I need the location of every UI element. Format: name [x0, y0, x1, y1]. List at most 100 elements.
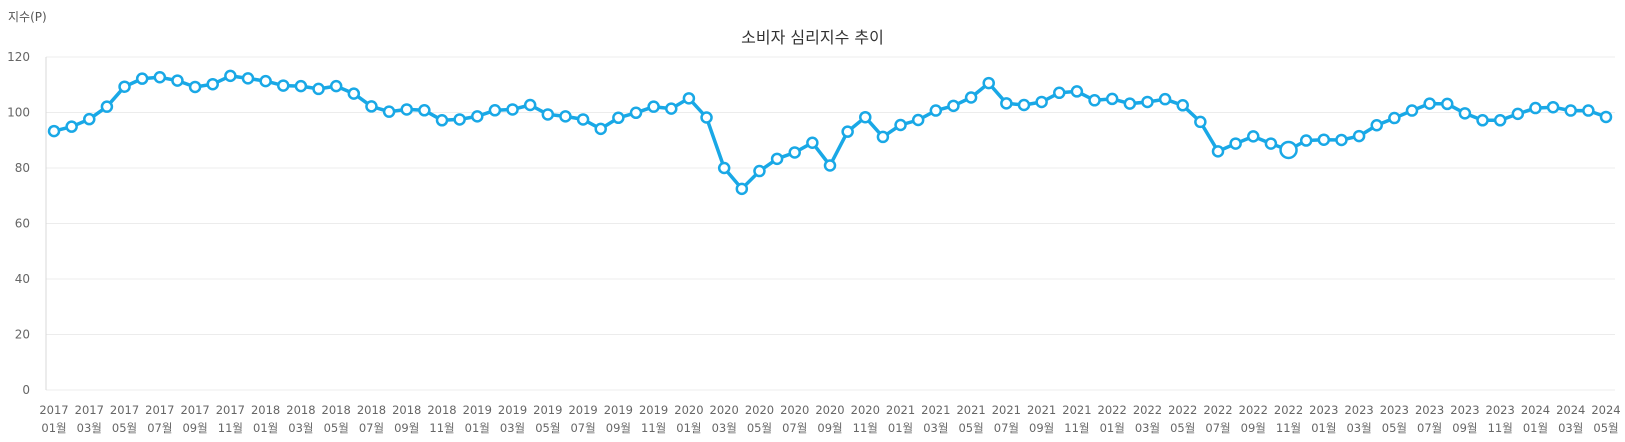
data-point[interactable] — [1599, 110, 1613, 124]
data-point[interactable] — [1299, 134, 1313, 147]
data-point[interactable] — [682, 92, 696, 105]
data-point[interactable] — [1229, 137, 1242, 150]
data-point[interactable] — [100, 100, 114, 113]
data-point[interactable] — [717, 161, 731, 175]
data-point[interactable] — [83, 112, 96, 126]
data-point[interactable] — [1511, 107, 1525, 121]
data-point[interactable] — [1123, 97, 1137, 110]
data-point[interactable] — [118, 80, 131, 93]
data-point[interactable] — [1176, 99, 1189, 112]
data-point[interactable] — [418, 104, 431, 117]
data-point[interactable] — [576, 113, 590, 126]
data-point[interactable] — [294, 79, 308, 93]
x-tick-month: 09월 — [1241, 421, 1266, 435]
data-point[interactable] — [1458, 107, 1472, 120]
data-point[interactable] — [1000, 97, 1013, 110]
data-point[interactable] — [312, 82, 325, 96]
data-point[interactable] — [982, 76, 995, 90]
data-point[interactable] — [400, 103, 413, 116]
data-point[interactable] — [859, 110, 872, 124]
data-point[interactable] — [559, 110, 572, 123]
data-point[interactable] — [1194, 115, 1207, 129]
data-point[interactable] — [788, 146, 801, 159]
data-point[interactable] — [1211, 145, 1225, 158]
data-point[interactable] — [277, 79, 290, 92]
data-point[interactable] — [770, 152, 784, 166]
data-point[interactable] — [365, 100, 378, 113]
data-point[interactable] — [523, 98, 537, 112]
x-tick-year: 2021 — [1062, 403, 1091, 417]
data-point[interactable] — [329, 79, 343, 93]
data-point[interactable] — [65, 120, 78, 133]
data-point[interactable] — [1352, 129, 1366, 143]
data-point[interactable] — [1247, 130, 1260, 143]
data-point[interactable] — [1582, 104, 1595, 117]
data-point[interactable] — [647, 100, 660, 113]
data-point[interactable] — [1423, 97, 1436, 110]
data-point[interactable] — [1279, 140, 1298, 160]
data-point[interactable] — [594, 122, 607, 136]
data-point[interactable] — [453, 113, 466, 126]
data-points[interactable] — [47, 69, 1613, 196]
data-point[interactable] — [1564, 104, 1577, 117]
data-point[interactable] — [911, 113, 925, 127]
x-tick-month: 11월 — [853, 421, 878, 435]
data-point[interactable] — [629, 106, 643, 120]
data-point[interactable] — [259, 74, 272, 88]
data-point[interactable] — [1105, 92, 1119, 106]
data-point[interactable] — [224, 69, 237, 83]
data-point[interactable] — [841, 125, 854, 138]
data-point[interactable] — [1141, 95, 1154, 109]
data-point[interactable] — [206, 77, 219, 91]
data-point[interactable] — [1388, 111, 1401, 125]
data-point[interactable] — [1529, 101, 1542, 115]
data-point[interactable] — [1264, 137, 1278, 150]
data-point[interactable] — [806, 136, 819, 149]
data-point[interactable] — [823, 159, 837, 172]
data-point[interactable] — [1070, 85, 1084, 98]
data-point[interactable] — [753, 164, 766, 178]
data-point[interactable] — [435, 114, 449, 127]
data-point[interactable] — [1405, 104, 1419, 117]
data-point[interactable] — [488, 104, 502, 117]
data-point[interactable] — [665, 102, 678, 115]
data-point[interactable] — [1370, 119, 1383, 132]
data-point[interactable] — [1335, 133, 1348, 147]
data-point[interactable] — [1441, 97, 1454, 111]
x-tick-year: 2017 — [39, 403, 68, 417]
data-point[interactable] — [135, 72, 149, 85]
x-tick-month: 11월 — [429, 421, 454, 435]
x-tick-year: 2023 — [1486, 403, 1515, 417]
data-point[interactable] — [1035, 95, 1048, 109]
data-point[interactable] — [1317, 133, 1331, 146]
data-point[interactable] — [382, 105, 396, 118]
data-point[interactable] — [1158, 92, 1172, 106]
data-point[interactable] — [506, 103, 519, 116]
data-point[interactable] — [1088, 94, 1101, 107]
data-point[interactable] — [188, 80, 202, 94]
x-tick-month: 01월 — [1311, 421, 1336, 435]
data-point[interactable] — [964, 91, 978, 104]
data-point[interactable] — [171, 74, 184, 87]
data-point[interactable] — [1546, 100, 1560, 114]
data-point[interactable] — [1493, 114, 1507, 127]
data-point[interactable] — [1476, 114, 1489, 127]
data-point[interactable] — [47, 124, 61, 138]
data-point[interactable] — [947, 99, 960, 113]
y-tick-label: 40 — [15, 272, 30, 286]
y-axis-ticks: 0 20 40 60 80 100 120 — [7, 50, 30, 397]
data-point[interactable] — [700, 111, 713, 124]
data-point[interactable] — [471, 110, 484, 123]
data-point[interactable] — [347, 87, 361, 100]
data-point[interactable] — [1053, 86, 1066, 100]
data-point[interactable] — [894, 118, 907, 132]
data-point[interactable] — [541, 108, 555, 121]
data-point[interactable] — [1017, 98, 1031, 112]
data-point[interactable] — [612, 111, 625, 125]
data-point[interactable] — [241, 72, 255, 85]
data-point[interactable] — [876, 130, 890, 144]
data-point[interactable] — [929, 104, 943, 117]
data-point[interactable] — [153, 71, 167, 84]
x-tick-year: 2018 — [286, 403, 315, 417]
data-point[interactable] — [735, 182, 749, 196]
